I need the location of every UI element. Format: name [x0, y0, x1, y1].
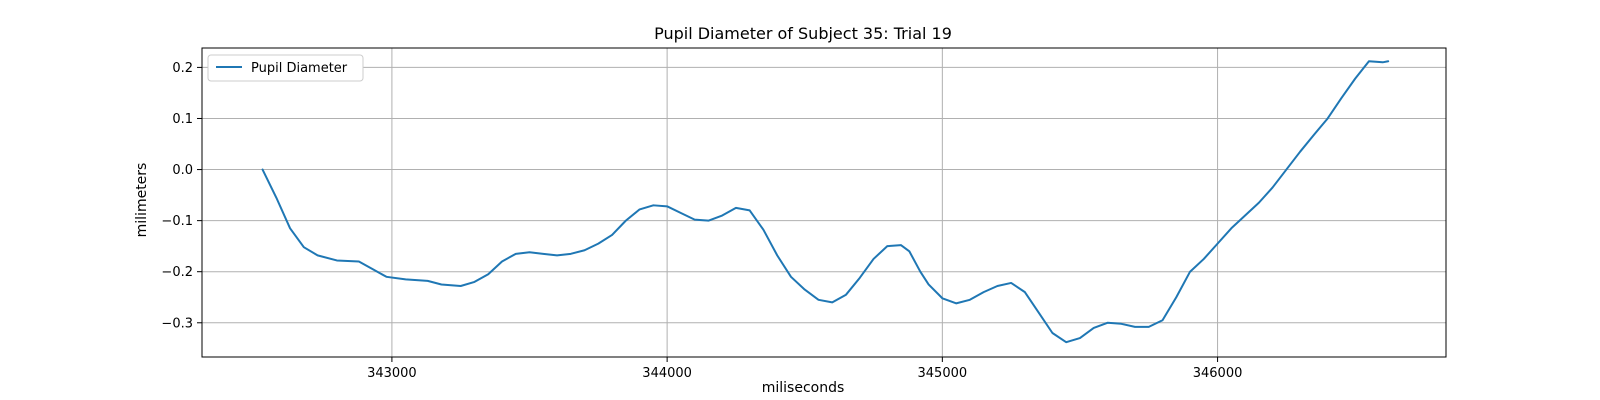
axis-ticks: 343000 344000 345000 346000 −0.3 −0.2 −0.1 0.0 0…	[161, 61, 1242, 381]
grid	[202, 48, 1446, 357]
x-tick-label: 345000	[918, 366, 968, 381]
y-tick-label: 0.1	[172, 112, 193, 127]
y-tick-label: 0.2	[172, 61, 193, 76]
plot-frame	[201, 47, 1447, 358]
series-layer	[261, 60, 1390, 344]
y-tick-label: −0.1	[161, 214, 193, 229]
y-tick-label: −0.3	[161, 316, 193, 331]
x-axis-label: miliseconds	[762, 380, 845, 396]
y-tick-label: −0.2	[161, 265, 193, 280]
x-tick-label: 346000	[1193, 366, 1243, 381]
x-tick-label: 344000	[642, 366, 692, 381]
y-tick-label: 0.0	[172, 163, 193, 178]
y-axis-label: milimeters	[134, 163, 150, 238]
legend-label-pupil-diameter: Pupil Diameter	[251, 61, 348, 76]
x-tick-label: 343000	[367, 366, 417, 381]
legend: Pupil Diameter	[207, 54, 364, 82]
legend-box	[207, 54, 364, 82]
chart-title: Pupil Diameter of Subject 35: Trial 19	[654, 24, 952, 43]
series-line-pupil-diameter	[261, 60, 1390, 344]
